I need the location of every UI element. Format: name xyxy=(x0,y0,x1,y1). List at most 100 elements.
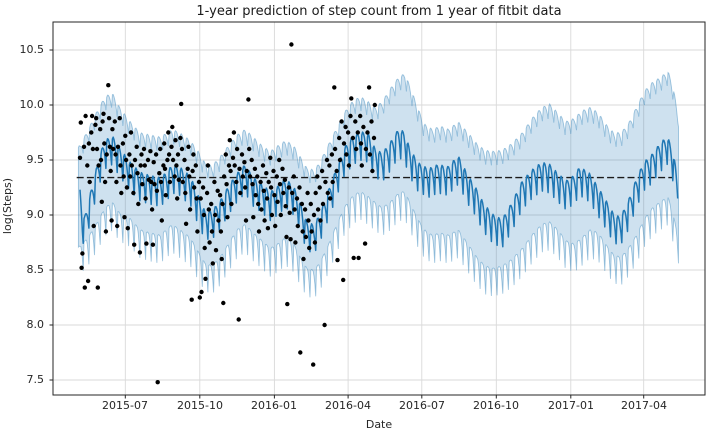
prediction-line xyxy=(79,130,679,253)
observed-point xyxy=(79,265,84,270)
observed-point xyxy=(215,188,220,193)
observed-point xyxy=(358,141,364,146)
observed-point xyxy=(264,171,269,176)
observed-point xyxy=(112,119,118,124)
observed-point xyxy=(356,255,361,261)
observed-point xyxy=(111,146,116,152)
observed-point xyxy=(163,193,168,198)
y-tick-label: 8.5 xyxy=(26,263,45,276)
observed-point xyxy=(317,185,322,190)
observed-point xyxy=(371,135,377,141)
observed-point xyxy=(264,196,270,201)
confidence-band-area xyxy=(77,71,679,298)
observed-point xyxy=(102,141,107,146)
observed-point xyxy=(106,116,112,121)
observed-point xyxy=(162,141,167,146)
observed-point xyxy=(262,218,267,223)
observed-point xyxy=(242,160,247,165)
observed-point xyxy=(311,212,317,218)
observed-point xyxy=(348,113,353,119)
observed-point xyxy=(189,297,194,302)
observed-point xyxy=(170,157,176,163)
x-tick-label: 2017-04 xyxy=(621,399,667,412)
observed-point xyxy=(209,201,214,207)
observed-point xyxy=(135,171,140,176)
observed-point xyxy=(286,185,292,190)
observed-point xyxy=(305,190,310,196)
observed-point xyxy=(203,276,208,281)
observed-point xyxy=(193,163,198,168)
observed-point xyxy=(201,212,207,218)
observed-point xyxy=(128,174,133,179)
observed-point xyxy=(251,215,256,220)
observed-point xyxy=(89,130,94,135)
observed-point xyxy=(329,152,335,157)
observed-point xyxy=(259,207,264,212)
observed-point xyxy=(94,146,100,152)
observed-point xyxy=(149,207,155,212)
observed-point xyxy=(294,196,300,201)
observed-point xyxy=(240,174,245,179)
observed-point xyxy=(190,168,195,174)
observed-point xyxy=(230,155,236,160)
observed-point xyxy=(80,251,85,256)
observed-point xyxy=(170,124,175,130)
observed-point xyxy=(337,157,343,163)
observed-point xyxy=(217,193,223,198)
observed-point xyxy=(143,196,148,201)
observed-point xyxy=(224,182,229,187)
observed-point xyxy=(268,185,274,190)
observed-point xyxy=(166,130,171,135)
observed-point xyxy=(231,130,237,135)
observed-point xyxy=(311,362,316,367)
observed-point xyxy=(165,157,170,163)
observed-point xyxy=(246,97,251,102)
observed-point xyxy=(227,138,232,143)
observed-point xyxy=(159,218,164,223)
observed-point xyxy=(148,149,153,154)
observed-point xyxy=(370,168,375,174)
observed-point xyxy=(234,179,239,185)
observed-point xyxy=(308,201,313,207)
observed-point xyxy=(281,190,286,196)
observed-point xyxy=(319,168,325,174)
observed-point xyxy=(253,193,258,198)
observed-point xyxy=(213,248,219,253)
observed-point xyxy=(100,119,105,124)
observed-point xyxy=(354,146,359,152)
observed-point xyxy=(249,157,254,163)
observed-point xyxy=(178,135,183,141)
y-tick-label: 9.5 xyxy=(26,153,45,166)
observed-point xyxy=(132,242,137,247)
observed-point xyxy=(247,146,252,152)
plot-border xyxy=(52,21,706,396)
observed-point xyxy=(102,179,108,185)
observed-point xyxy=(106,83,111,88)
observed-point xyxy=(303,234,309,240)
observed-point xyxy=(204,190,210,196)
x-tick-label: 2017-01 xyxy=(548,399,594,412)
observed-point xyxy=(158,179,164,185)
observed-point xyxy=(103,229,109,234)
observed-point xyxy=(122,215,127,220)
observed-point xyxy=(239,152,245,157)
observed-point xyxy=(77,155,83,160)
observed-point xyxy=(186,144,191,149)
observed-point xyxy=(206,207,211,212)
observed-point xyxy=(123,133,128,138)
observed-point xyxy=(115,144,121,149)
observed-point xyxy=(169,144,174,149)
observed-point xyxy=(155,380,160,385)
observed-point xyxy=(119,190,124,196)
observed-point xyxy=(282,177,288,182)
observed-point xyxy=(114,179,119,185)
observed-point xyxy=(258,179,263,185)
observed-point xyxy=(118,163,123,168)
observed-point xyxy=(152,182,157,187)
observed-point xyxy=(255,174,260,179)
observed-point xyxy=(280,166,285,171)
observed-point xyxy=(232,163,237,168)
observed-point xyxy=(330,179,335,185)
chart-title: 1-year prediction of step count from 1 y… xyxy=(196,4,562,19)
